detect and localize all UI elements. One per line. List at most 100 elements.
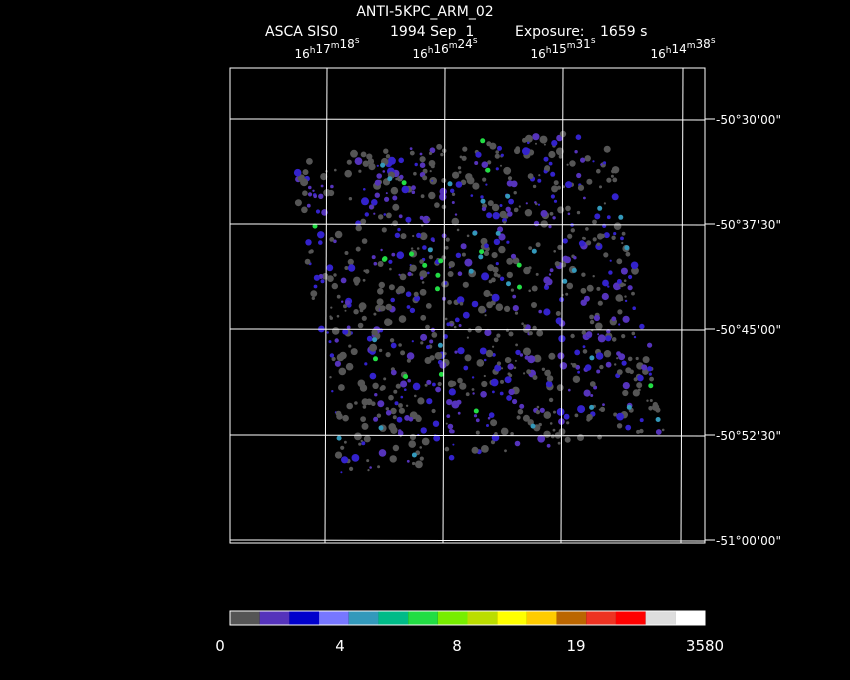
source-blob (323, 189, 331, 197)
source-blob (586, 413, 593, 421)
source-blob (457, 347, 465, 355)
bright-source (530, 423, 536, 429)
grid-line (229, 539, 706, 542)
source-blob (510, 432, 514, 436)
source-blob (495, 303, 504, 312)
source-blob (369, 372, 377, 380)
bright-source (655, 417, 661, 422)
bright-source (468, 268, 474, 274)
source-blob (447, 380, 455, 388)
colorbar-swatch (230, 611, 260, 625)
source-blob (631, 266, 639, 275)
source-blob (338, 367, 347, 376)
source-blob (617, 309, 623, 315)
exposure-label: Exposure: (515, 24, 585, 40)
source-blob (346, 402, 354, 410)
source-blob (373, 312, 377, 316)
source-blob (380, 385, 386, 391)
source-blob (480, 237, 488, 245)
source-blob (613, 232, 617, 236)
source-blob (514, 359, 517, 362)
source-blob (478, 305, 486, 314)
source-blob (471, 388, 475, 391)
source-blob (523, 324, 527, 328)
source-blob (492, 212, 500, 220)
source-blob (475, 418, 480, 423)
source-blob (483, 289, 491, 298)
source-blob (374, 393, 378, 397)
ra-value: 16 (433, 42, 448, 56)
source-blob (409, 307, 416, 314)
source-blob (368, 163, 376, 171)
source-blob (514, 209, 517, 213)
source-blob (390, 369, 397, 376)
source-blob (304, 258, 311, 265)
source-blob (573, 256, 577, 260)
source-blob (625, 424, 632, 431)
bright-source (378, 425, 384, 431)
bright-source (562, 278, 568, 284)
source-blob (624, 299, 628, 303)
source-blob (592, 275, 595, 278)
source-blob (580, 157, 586, 163)
source-blob (571, 363, 577, 368)
source-blob (355, 224, 362, 232)
source-blob (572, 375, 581, 383)
source-blob (406, 459, 410, 463)
source-blob (652, 401, 658, 408)
source-blob (490, 378, 499, 387)
source-blob (398, 407, 405, 414)
grid-line (229, 434, 706, 437)
source-blob (483, 250, 490, 256)
source-blob (637, 374, 644, 382)
source-blob (622, 315, 630, 323)
source-blob (551, 140, 558, 147)
source-blob (513, 191, 517, 195)
source-blob (625, 251, 631, 257)
source-blob (431, 332, 438, 338)
source-blob (349, 466, 354, 471)
source-blob (514, 311, 519, 315)
source-blob (631, 331, 636, 336)
source-blob (589, 314, 594, 320)
source-blob (361, 422, 369, 430)
ra-value: 24 (458, 37, 473, 51)
source-blob (404, 388, 407, 392)
source-blob (331, 390, 334, 393)
source-blob (538, 309, 542, 314)
source-blob (491, 203, 500, 212)
source-blob (377, 465, 381, 469)
source-blob (603, 350, 612, 358)
source-blob (582, 349, 588, 354)
source-blob (392, 415, 397, 420)
source-blob (485, 183, 488, 186)
source-blob (507, 372, 511, 376)
source-blob (379, 305, 386, 312)
source-blob (481, 380, 488, 388)
source-blob (385, 407, 389, 411)
source-blob (569, 160, 576, 167)
source-blob (538, 174, 541, 177)
source-blob (603, 202, 607, 205)
source-blob (535, 410, 541, 415)
colorbar-swatch (348, 611, 379, 625)
source-blob (534, 201, 537, 204)
grid-line (229, 118, 706, 121)
source-blob (655, 429, 662, 435)
source-blob (549, 268, 554, 273)
source-blob (389, 338, 395, 343)
dec-label: -50°30'00" (716, 113, 781, 127)
source-blob (466, 336, 469, 339)
source-blob (334, 451, 343, 459)
grid-line (680, 67, 684, 544)
source-blob (535, 242, 541, 248)
source-blob (613, 222, 622, 230)
source-blob (429, 339, 434, 344)
source-blob (557, 441, 561, 445)
source-blob (539, 407, 545, 413)
bright-source (506, 281, 511, 287)
source-blob (371, 329, 378, 336)
source-blob (532, 133, 540, 141)
source-blob (510, 253, 517, 259)
source-blob (340, 277, 347, 284)
